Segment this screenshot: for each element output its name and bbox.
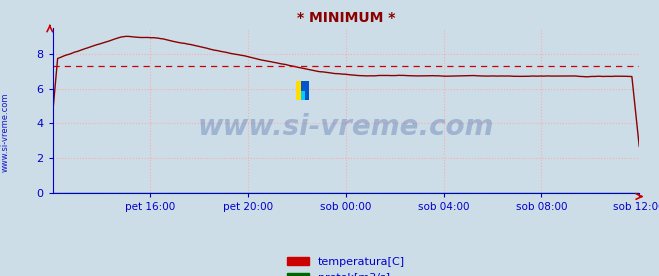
- Legend: temperatura[C], pretok[m3/s]: temperatura[C], pretok[m3/s]: [283, 253, 409, 276]
- Bar: [296, 81, 309, 100]
- Text: www.si-vreme.com: www.si-vreme.com: [198, 113, 494, 141]
- Title: * MINIMUM *: * MINIMUM *: [297, 11, 395, 25]
- Bar: [301, 81, 309, 100]
- Text: www.si-vreme.com: www.si-vreme.com: [1, 93, 10, 172]
- Bar: [301, 91, 305, 100]
